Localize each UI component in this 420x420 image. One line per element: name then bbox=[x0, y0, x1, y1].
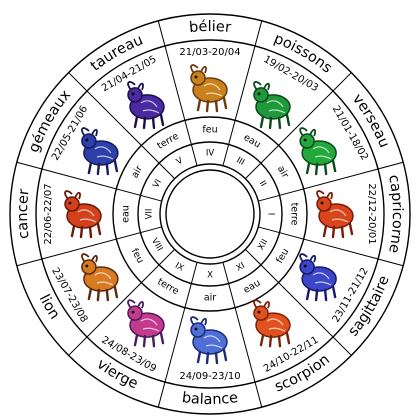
sign-element-sagittaire: feu bbox=[274, 247, 291, 266]
sign-numeral-cancer: VII bbox=[145, 209, 155, 220]
sign-element-vierge: terre bbox=[155, 276, 180, 297]
sector-divider bbox=[86, 90, 175, 179]
name-divider bbox=[254, 20, 263, 47]
sector-divider bbox=[164, 262, 198, 383]
sign-name-capricorne: capricorne bbox=[385, 174, 405, 255]
sign-name-cancer: cancer bbox=[15, 188, 33, 240]
sign-illustration-belier bbox=[190, 64, 228, 113]
sign-illustration-scorpion bbox=[253, 299, 291, 348]
names-ring-border bbox=[35, 39, 385, 389]
sector-divider bbox=[222, 262, 256, 383]
center-circle bbox=[165, 169, 255, 259]
sector-divider bbox=[258, 226, 379, 260]
name-divider bbox=[377, 258, 404, 267]
name-divider bbox=[68, 72, 88, 92]
sign-element-verseau: air bbox=[275, 164, 291, 180]
sign-numeral-vierge: IX bbox=[173, 261, 185, 274]
name-divider bbox=[157, 20, 166, 47]
sign-element-capricorne: terre bbox=[289, 203, 300, 226]
sector-divider bbox=[86, 249, 175, 338]
sign-numeral-belier: IV bbox=[206, 149, 215, 159]
sign-name-balance: balance bbox=[181, 390, 239, 408]
name-divider bbox=[254, 381, 263, 408]
sign-element-balance: air bbox=[204, 293, 216, 304]
sign-illustration-balance bbox=[190, 316, 228, 365]
sign-name-belier: bélier bbox=[188, 19, 231, 36]
sign-element-poissons: eau bbox=[242, 132, 263, 150]
sign-dates-capricorne: 22/12-20/01 bbox=[366, 183, 377, 244]
sign-illustration-gemeaux bbox=[81, 127, 119, 176]
sector-divider bbox=[41, 226, 162, 260]
wheel-rings bbox=[9, 13, 411, 415]
sign-numeral-capricorne: I bbox=[266, 213, 276, 216]
sign-illustration-cancer bbox=[64, 190, 102, 239]
name-divider bbox=[157, 381, 166, 408]
sign-element-scorpion: eau bbox=[242, 278, 263, 296]
sign-numeral-poissons: III bbox=[234, 155, 246, 167]
sign-illustration-poissons bbox=[253, 81, 291, 130]
name-divider bbox=[16, 258, 43, 267]
sign-numeral-gemeaux: VI bbox=[151, 178, 164, 190]
elements-ring-border bbox=[137, 141, 283, 287]
sign-illustrations bbox=[64, 64, 354, 365]
images-ring-border bbox=[112, 116, 308, 312]
sign-element-cancer: eau bbox=[121, 205, 132, 223]
sign-dates-cancer: 22/06-22/07 bbox=[43, 183, 54, 244]
sign-illustration-vierge bbox=[127, 299, 165, 348]
sign-element-gemeaux: air bbox=[129, 164, 145, 180]
outer-ring bbox=[9, 13, 411, 415]
sector-divider bbox=[222, 45, 256, 166]
sign-numeral-taureau: V bbox=[175, 156, 185, 168]
sign-numeral-sagittaire: XII bbox=[256, 238, 270, 252]
sector-dividers bbox=[16, 20, 404, 408]
sector-divider bbox=[245, 90, 334, 179]
name-divider bbox=[68, 336, 88, 356]
name-divider bbox=[377, 161, 404, 170]
sign-element-lion: feu bbox=[129, 247, 146, 266]
sector-divider bbox=[41, 168, 162, 202]
name-divider bbox=[332, 336, 352, 356]
sign-illustration-lion bbox=[81, 253, 119, 302]
sign-numeral-balance: X bbox=[207, 271, 213, 281]
name-divider bbox=[16, 161, 43, 170]
sign-illustration-verseau bbox=[299, 127, 337, 176]
sign-numeral-scorpion: XI bbox=[235, 261, 247, 274]
sign-numeral-verseau: II bbox=[257, 179, 268, 188]
inner-ring bbox=[159, 163, 261, 265]
sign-element-taureau: terre bbox=[155, 131, 180, 152]
sign-illustration-taureau bbox=[127, 81, 165, 130]
sign-illustration-capricorne bbox=[316, 190, 354, 239]
sector-divider bbox=[164, 45, 198, 166]
sign-numeral-lion: VIII bbox=[149, 236, 164, 253]
sign-dates-belier: 21/03-20/04 bbox=[179, 47, 240, 58]
sector-divider bbox=[258, 168, 379, 202]
sign-element-belier: feu bbox=[202, 125, 217, 136]
sector-divider bbox=[245, 249, 334, 338]
name-divider bbox=[332, 72, 352, 92]
sign-illustration-sagittaire bbox=[299, 253, 337, 302]
sign-dates-balance: 24/09-23/10 bbox=[179, 371, 240, 382]
